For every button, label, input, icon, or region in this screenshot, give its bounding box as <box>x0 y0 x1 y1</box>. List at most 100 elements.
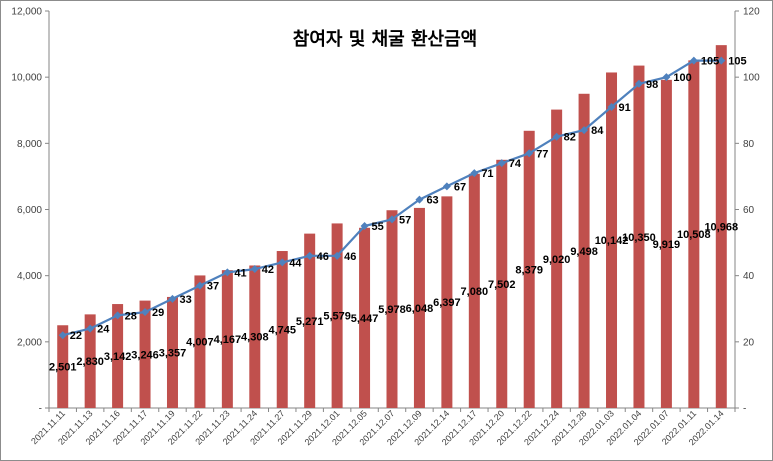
line-data-label: 29 <box>152 307 164 319</box>
left-tick-label: 2,000 <box>17 337 42 348</box>
chart-title: 참여자 및 채굴 환산금액 <box>293 28 477 50</box>
right-tick-label: - <box>743 404 746 415</box>
bar-data-label: 10,508 <box>677 229 711 241</box>
bar-data-label: 2,501 <box>49 362 77 374</box>
bar <box>57 325 69 408</box>
line-data-label: 42 <box>262 264 274 276</box>
line-marker <box>580 126 589 135</box>
bar <box>139 300 151 408</box>
left-tick-label: 6,000 <box>17 205 42 216</box>
bar <box>112 304 124 408</box>
line-marker <box>141 308 150 317</box>
bar-data-label: 4,308 <box>241 332 269 344</box>
line-marker <box>689 56 698 65</box>
line-marker <box>497 159 506 168</box>
line-marker <box>634 79 643 88</box>
line-data-label: 77 <box>536 148 548 160</box>
line-data-label: 67 <box>454 181 466 193</box>
line-marker <box>278 258 287 267</box>
line-marker <box>250 265 259 274</box>
bar <box>276 251 288 408</box>
line-data-label: 100 <box>673 72 691 84</box>
bar <box>578 93 590 408</box>
line-data-label: 74 <box>509 158 522 170</box>
line-marker <box>86 324 95 333</box>
bar <box>166 296 178 408</box>
bar <box>715 45 727 408</box>
line-marker <box>168 294 177 303</box>
right-y-axis: - 20 40 60 80 100 120 <box>734 7 760 415</box>
bar <box>249 265 261 408</box>
bar <box>551 109 563 409</box>
line-data-label: 46 <box>317 251 329 263</box>
line-data-label: 91 <box>619 102 631 114</box>
bar-data-label: 10,142 <box>595 235 629 247</box>
line-marker <box>662 73 671 82</box>
bar-data-label: 4,745 <box>268 325 296 337</box>
line-data-label: 44 <box>289 257 302 269</box>
right-tick-label: 40 <box>743 271 755 282</box>
line-data-label: 24 <box>97 324 110 336</box>
bar-data-label: 5,579 <box>323 311 351 323</box>
left-tick-label: 10,000 <box>11 73 42 84</box>
bar <box>386 210 398 408</box>
bar <box>413 207 425 408</box>
line-data-label: 105 <box>728 56 746 68</box>
line-marker <box>360 222 369 231</box>
line-data-label: 82 <box>564 132 576 144</box>
right-tick-label: 100 <box>743 73 760 84</box>
bar <box>523 130 535 409</box>
line-marker <box>415 195 424 204</box>
bar <box>359 227 371 408</box>
bar-data-label: 2,830 <box>76 356 104 368</box>
left-y-axis: - 2,000 4,000 6,000 8,000 10,000 12,000 <box>11 7 50 415</box>
line-marker <box>525 149 534 158</box>
bar <box>606 72 618 408</box>
bar <box>633 65 645 409</box>
line-data-label: 98 <box>646 79 658 91</box>
line-data-label: 41 <box>234 267 246 279</box>
line-data-label: 22 <box>70 330 82 342</box>
bar-data-label: 3,246 <box>131 349 159 361</box>
line-marker <box>717 56 726 65</box>
bar-data-label: 6,397 <box>433 297 461 309</box>
line-marker <box>442 182 451 191</box>
line-series <box>58 56 726 340</box>
line-data-label: 84 <box>591 125 604 137</box>
bar-data-label: 4,167 <box>214 334 242 346</box>
line-data-label: 55 <box>372 221 384 233</box>
bar-data-label: 8,379 <box>515 264 543 276</box>
bar <box>660 79 672 408</box>
bar-data-label: 3,357 <box>159 347 187 359</box>
bar <box>496 159 508 408</box>
bar-data-label: 9,020 <box>543 254 571 266</box>
line-marker <box>470 169 479 178</box>
x-axis: 2021.11.112021.11.132021.11.162021.11.17… <box>29 407 736 447</box>
bar <box>304 233 316 408</box>
bar <box>84 314 96 408</box>
line-data-label: 57 <box>399 214 411 226</box>
line-marker <box>552 132 561 141</box>
line-data-label: 105 <box>701 56 719 68</box>
bar-data-label: 3,142 <box>104 351 132 363</box>
left-tick-label: 8,000 <box>17 139 42 150</box>
line-data-label: 63 <box>426 195 438 207</box>
line-marker <box>305 251 314 260</box>
bar-data-label: 6,048 <box>406 303 434 315</box>
bar <box>331 223 343 408</box>
line-data-label: 33 <box>179 294 191 306</box>
bar <box>194 275 206 408</box>
bar-data-label: 9,498 <box>570 246 598 258</box>
bar-data-label: 5,978 <box>378 304 406 316</box>
left-tick-label: 4,000 <box>17 271 42 282</box>
bar-series <box>57 45 727 409</box>
right-tick-label: 60 <box>743 205 755 216</box>
left-tick-label: - <box>39 404 42 415</box>
bar-data-label: 7,502 <box>488 279 516 291</box>
right-tick-label: 80 <box>743 139 755 150</box>
line-data-label: 71 <box>481 168 493 180</box>
bar-data-label: 10,968 <box>704 222 738 234</box>
